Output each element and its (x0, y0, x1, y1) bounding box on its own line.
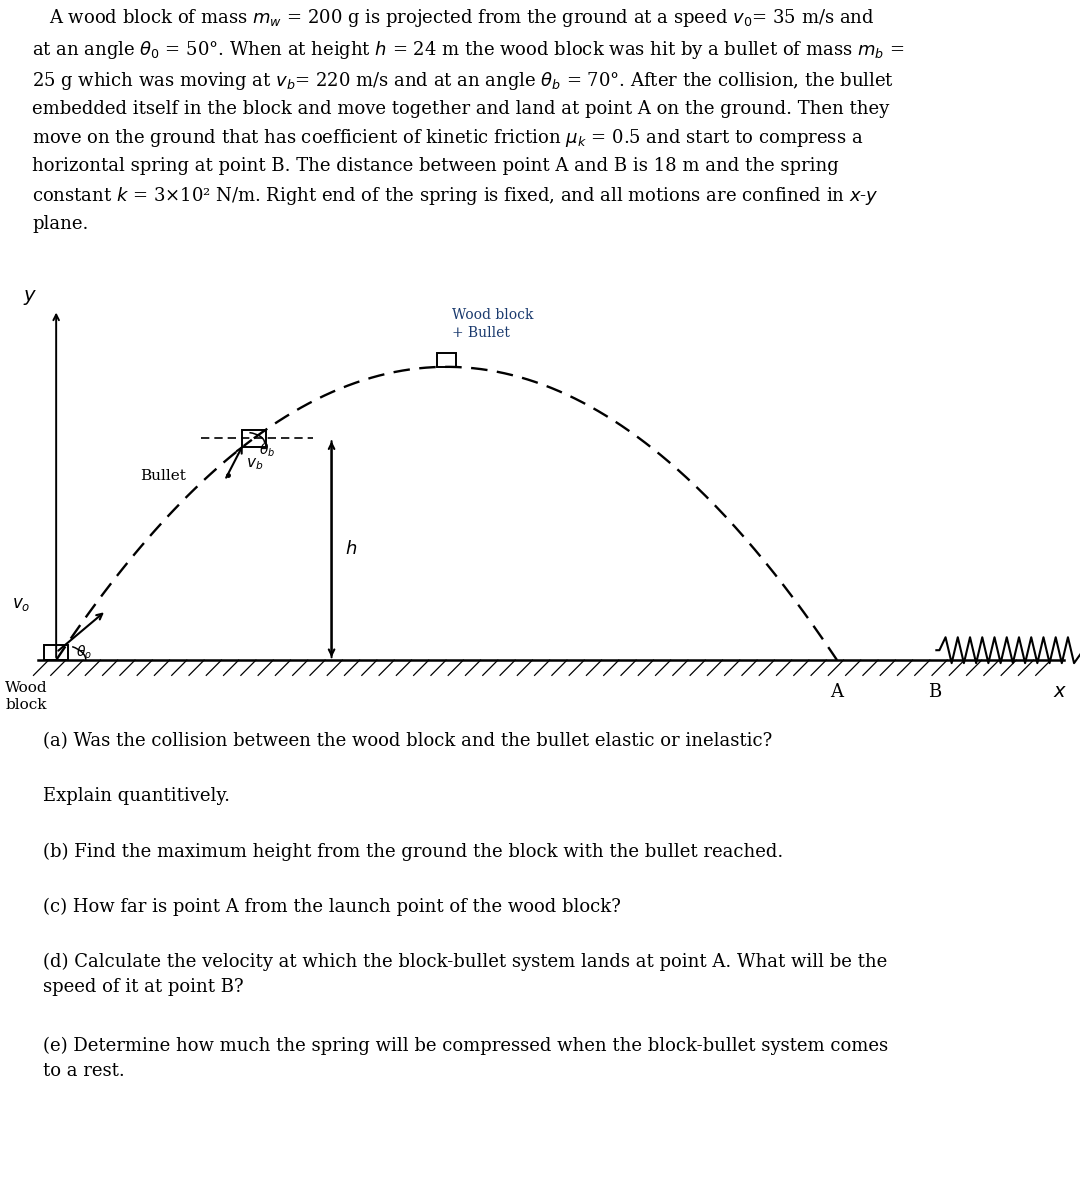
Text: Wood block
+ Bullet: Wood block + Bullet (451, 308, 534, 340)
Bar (44, 644, 68, 660)
Text: $v_b$: $v_b$ (246, 456, 264, 472)
Text: (b) Find the maximum height from the ground the block with the bullet reached.: (b) Find the maximum height from the gro… (43, 842, 783, 860)
Text: A wood block of mass $m_w$ = 200 g is projected from the ground at a speed $v_0$: A wood block of mass $m_w$ = 200 g is pr… (32, 7, 905, 233)
Text: $y$: $y$ (23, 288, 38, 306)
Text: $v_o$: $v_o$ (12, 596, 31, 613)
Text: $x$: $x$ (1053, 683, 1068, 701)
Bar (436, 353, 456, 367)
Text: Wood
block: Wood block (5, 682, 48, 712)
Text: (e) Determine how much the spring will be compressed when the block-bullet syste: (e) Determine how much the spring will b… (43, 1037, 889, 1080)
Text: (c) How far is point A from the launch point of the wood block?: (c) How far is point A from the launch p… (43, 898, 621, 916)
Text: Bullet: Bullet (140, 469, 186, 484)
Bar (242, 430, 266, 446)
Text: A: A (831, 683, 843, 701)
Text: Explain quantitively.: Explain quantitively. (43, 787, 230, 805)
Text: $\theta_b$: $\theta_b$ (259, 442, 275, 460)
Text: B: B (928, 683, 941, 701)
Text: (a) Was the collision between the wood block and the bullet elastic or inelastic: (a) Was the collision between the wood b… (43, 732, 772, 750)
Text: $\theta_o$: $\theta_o$ (76, 644, 92, 661)
Text: $h$: $h$ (345, 540, 356, 558)
Text: (d) Calculate the velocity at which the block-bullet system lands at point A. Wh: (d) Calculate the velocity at which the … (43, 953, 888, 996)
